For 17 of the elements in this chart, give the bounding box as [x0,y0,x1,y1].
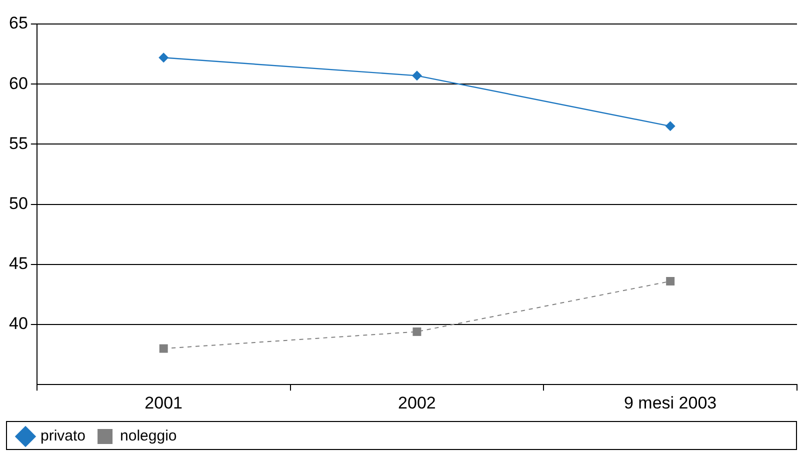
x-tick-label: 9 mesi 2003 [624,393,717,412]
point [665,121,676,132]
legend-label: privato [40,428,86,445]
y-tick-label: 60 [8,74,28,93]
point [412,327,422,336]
point [412,70,422,81]
y-tick-label: 50 [8,194,28,213]
legend-label: noleggio [120,428,177,445]
point [159,344,168,353]
y-tick-label: 40 [8,314,28,334]
point [666,276,675,286]
x-tick-label: 2002 [398,393,436,412]
y-tick-label: 45 [8,254,28,274]
y-tick-label: 65 [8,14,28,33]
point [158,52,169,63]
y-tick-label: 55 [8,134,28,153]
x-tick-label: 2001 [144,393,183,412]
